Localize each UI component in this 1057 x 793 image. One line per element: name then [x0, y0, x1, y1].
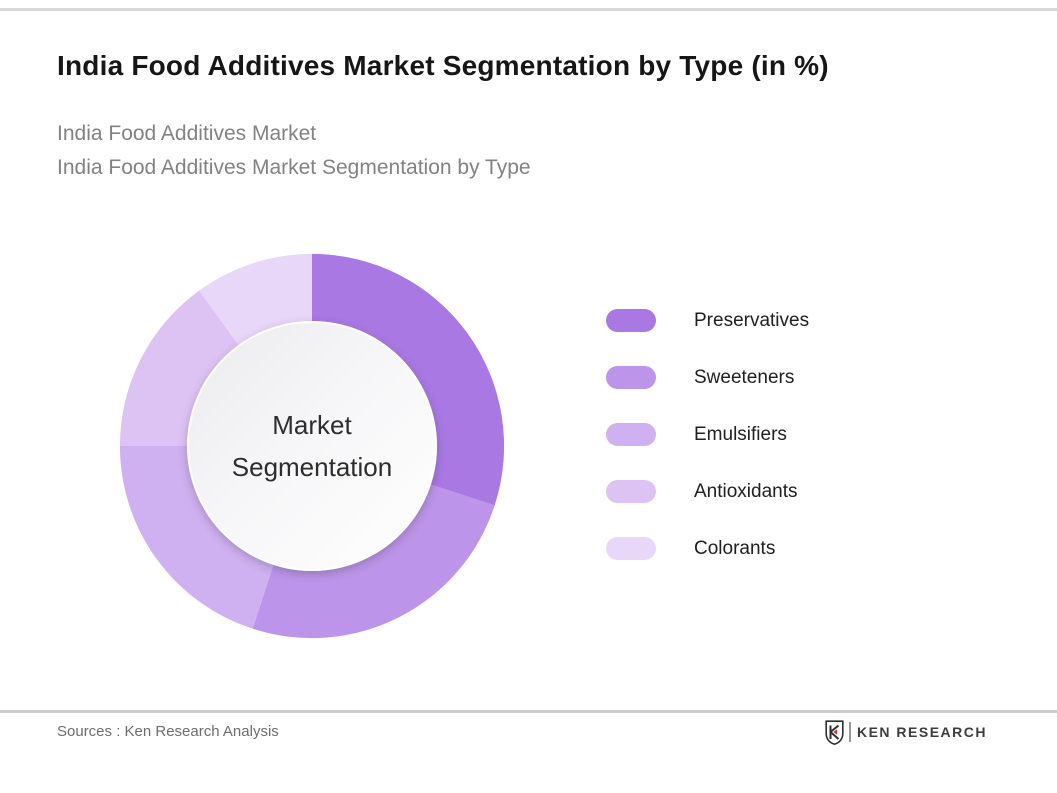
legend-item-emulsifiers: Emulsifiers: [606, 423, 936, 446]
shield-accent: [833, 728, 838, 735]
legend-label: Colorants: [694, 537, 776, 559]
legend-swatch: [606, 366, 656, 389]
legend-label: Sweeteners: [694, 366, 795, 388]
ken-research-shield-icon: [825, 719, 844, 745]
subtitle-line-2: India Food Additives Market Segmentation…: [57, 156, 531, 179]
center-label-line-2: Segmentation: [231, 452, 393, 482]
legend-swatch: [606, 480, 656, 503]
source-text: Sources : Ken Research Analysis: [57, 723, 279, 740]
donut-segment-antioxidants: [119, 290, 241, 446]
subtitle-line-1: India Food Additives Market: [57, 122, 317, 145]
donut-segment-emulsifiers: [119, 446, 275, 629]
brand-divider: [848, 722, 851, 742]
legend-label: Antioxidants: [694, 480, 798, 502]
page-title: India Food Additives Market Segmentation…: [57, 50, 829, 81]
brand-name: KEN RESEARCH: [856, 724, 987, 740]
legend-swatch: [606, 309, 656, 332]
legend-item-antioxidants: Antioxidants: [606, 480, 936, 503]
legend-swatch: [606, 537, 656, 560]
legend-item-preservatives: Preservatives: [606, 309, 936, 332]
legend-item-colorants: Colorants: [606, 537, 936, 560]
donut-chart: Market Segmentation: [116, 250, 508, 642]
legend-swatch: [606, 423, 656, 446]
top-divider: [0, 8, 1057, 11]
legend-label: Preservatives: [694, 309, 810, 331]
legend: Preservatives Sweeteners Emulsifiers Antiox…: [606, 309, 936, 594]
donut-center-circle: Market Segmentation: [187, 321, 437, 571]
chart-subtitles: India Food Additives Market India Food A…: [57, 117, 957, 185]
center-label-line-1: Market: [272, 410, 352, 440]
donut-segment-preservatives: [312, 253, 505, 506]
donut-segment-sweeteners: [252, 483, 495, 639]
legend-label: Emulsifiers: [694, 423, 787, 445]
legend-item-sweeteners: Sweeteners: [606, 366, 936, 389]
footer-divider: [0, 710, 1057, 713]
brand-logo: KEN RESEARCH: [825, 719, 987, 745]
